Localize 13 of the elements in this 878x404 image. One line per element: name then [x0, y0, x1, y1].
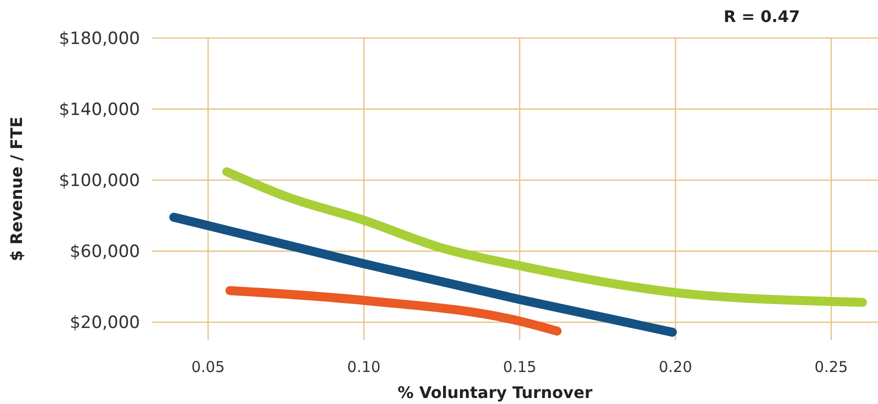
text: R = 0.47 [724, 7, 800, 26]
x-tick-label: 0.05 [191, 358, 225, 376]
x-tick-label: 0.20 [658, 358, 692, 376]
y-tick-label: $180,000 [58, 28, 140, 49]
y-tick-label: $140,000 [58, 100, 140, 120]
y-tick-label: $100,000 [58, 171, 140, 192]
y-tick-label: $20,000 [70, 313, 140, 334]
y-tick-label: $60,000 [70, 242, 140, 262]
x-tick-label: 0.15 [502, 358, 536, 376]
x-tick-label: 0.10 [347, 358, 381, 376]
x-axis-title: % Voluntary Turnover [398, 383, 592, 402]
x-tick-label: 0.25 [814, 358, 848, 376]
y-axis-title: $ Revenue / FTE [7, 116, 26, 262]
